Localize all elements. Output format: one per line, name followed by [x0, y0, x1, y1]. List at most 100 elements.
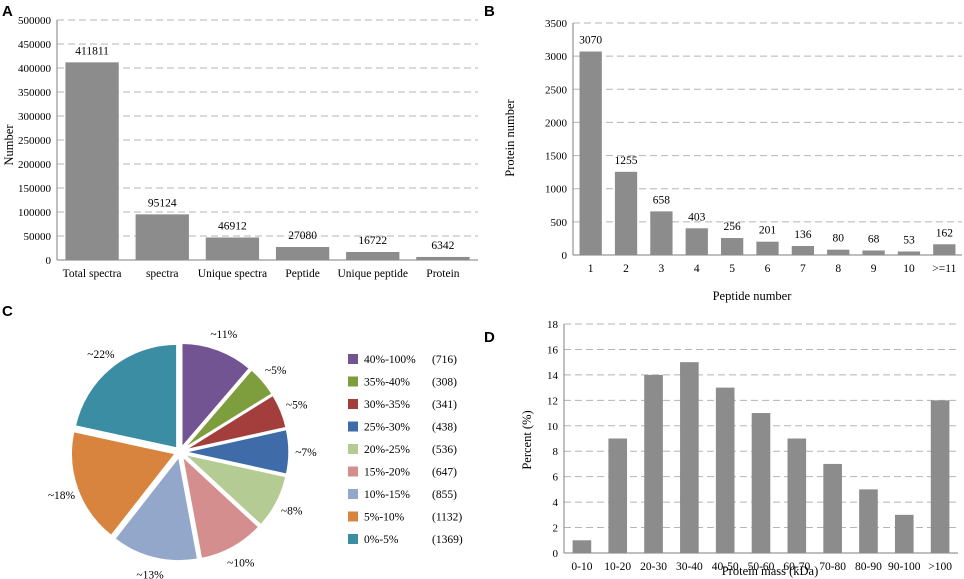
- legend-count: (438): [432, 422, 457, 434]
- panel-label-a: A: [2, 3, 13, 20]
- y-tick-label-d: 6: [553, 472, 559, 484]
- plot-area-a: 0 50000 100000 150000 200000 250000 300000 3500…: [18, 15, 478, 280]
- y-axis-title-d: Percent (%): [520, 410, 534, 469]
- x-tick-label-d: 0-10: [571, 561, 592, 573]
- bar-b-9: [862, 250, 885, 255]
- y-tick-label-d: 4: [553, 497, 559, 509]
- legend-count: (647): [432, 467, 457, 479]
- y-tick-label-a: 450000: [18, 39, 52, 51]
- data-label-a: 46912: [218, 220, 247, 232]
- x-tick-label-d: 40-50: [712, 561, 739, 573]
- data-label-b: 403: [688, 211, 706, 223]
- bar-b-1: [579, 51, 602, 256]
- data-label-b: 136: [794, 229, 812, 241]
- legend-swatch: [348, 444, 358, 454]
- x-axis-title-b: Peptide number: [713, 289, 793, 303]
- y-tick-label-b: 1500: [545, 151, 568, 163]
- x-tick-label-d: 20-30: [640, 561, 667, 573]
- x-tick-label-b: 9: [871, 263, 877, 275]
- x-tick-label-d: 50-60: [748, 561, 775, 573]
- x-tick-label-d: 60-70: [783, 561, 810, 573]
- x-tick-label-d: 70-80: [819, 561, 846, 573]
- pie-slice-7: [113, 455, 199, 562]
- legend-c: 40%-100% (716) 35%-40% (308) 30%-35% (341) 25%…: [348, 354, 463, 546]
- legend-label: 20%-25%: [364, 444, 410, 456]
- data-label-b: 658: [653, 194, 671, 206]
- pie-area-c: ~11% ~5% ~5% ~7% ~8% ~10% ~13% ~18% ~22%: [48, 329, 317, 579]
- y-tick-label-d: 10: [547, 421, 559, 433]
- y-axis-title-b: Protein number: [503, 98, 517, 176]
- chart-c: C ~11% ~5% ~5% ~7% ~8% ~10% ~13% ~18% ~22% 40%-1…: [2, 303, 463, 579]
- plot-area-d: 0 2 4 6 8 10 12 14 16 18 0-10 10-20 20-30 30-40 40-50 5…: [547, 319, 958, 573]
- x-tick-label-b: 6: [765, 263, 771, 275]
- bar-d-5: [715, 387, 735, 553]
- data-label-b: 201: [759, 225, 777, 237]
- legend-count: (1132): [432, 512, 462, 524]
- bar-d-11: [930, 400, 950, 553]
- legend-count: (855): [432, 489, 457, 501]
- bar-d-8: [823, 463, 842, 553]
- bar-a-4: [275, 247, 330, 260]
- pie-slice-6: [181, 454, 260, 560]
- bar-d-3: [644, 374, 663, 553]
- y-tick-label-b: 2500: [545, 84, 568, 96]
- chart-d: D Percent (%) Protein mass (kDa) 0 2 4 6 8 10…: [484, 319, 958, 578]
- bar-b-8: [827, 249, 850, 255]
- pie-pct-label: ~5%: [265, 365, 287, 377]
- x-tick-label-d: 80-90: [855, 561, 882, 573]
- pie-slice-2: [183, 368, 274, 450]
- data-label-a: 6342: [431, 240, 454, 252]
- bar-d-7: [787, 438, 807, 553]
- y-tick-label-a: 250000: [18, 135, 52, 147]
- pie-slice-9: [74, 343, 178, 450]
- legend-label: 25%-30%: [364, 422, 410, 434]
- y-tick-label-a: 400000: [18, 63, 52, 75]
- panel-label-d: D: [484, 329, 495, 346]
- legend-swatch: [348, 354, 358, 364]
- data-label-b: 162: [936, 227, 954, 239]
- plot-area-b: 0 500 1000 1500 2000 2500 3000 3500 1 3070 2 1255 3 6…: [545, 18, 962, 275]
- x-tick-label-b: 2: [623, 263, 629, 275]
- bar-b-3: [650, 211, 673, 255]
- bar-d-1: [572, 540, 592, 553]
- x-tick-label-d: 30-40: [676, 561, 703, 573]
- panel-label-c: C: [2, 303, 13, 320]
- y-tick-label-b: 500: [551, 217, 568, 229]
- y-axis-title-a: Number: [2, 124, 16, 166]
- pie-pct-label: ~10%: [227, 557, 255, 569]
- x-tick-label-d: 10-20: [604, 561, 631, 573]
- y-tick-label-b: 3500: [545, 18, 568, 30]
- y-tick-label-d: 0: [553, 548, 559, 560]
- x-tick-label-a: spectra: [146, 268, 179, 280]
- x-tick-label-b: 8: [835, 263, 841, 275]
- bar-a-5: [346, 251, 400, 260]
- pie-pct-label: ~5%: [286, 399, 308, 411]
- data-label-b: 53: [903, 234, 915, 246]
- pie-slice-8: [70, 430, 177, 537]
- y-tick-label-d: 18: [547, 319, 559, 331]
- legend-swatch: [348, 376, 358, 387]
- bar-b-2: [614, 171, 638, 255]
- bar-b-6: [756, 241, 779, 255]
- x-tick-label-d: 90-100: [888, 561, 921, 573]
- data-label-b: 80: [832, 233, 844, 245]
- legend-swatch: [348, 511, 358, 522]
- x-tick-label-a: Peptide: [285, 268, 320, 280]
- bar-a-3: [205, 237, 260, 260]
- pie-slice-4: [184, 428, 290, 476]
- legend-swatch: [348, 534, 358, 544]
- data-label-b: 68: [868, 233, 880, 245]
- bar-d-2: [608, 438, 628, 553]
- data-label-a: 27080: [288, 230, 317, 242]
- pie-pct-label: ~18%: [48, 490, 76, 502]
- data-label-b: 256: [724, 221, 742, 233]
- x-tick-label-a: Protein: [426, 268, 459, 280]
- x-tick-label-b: 7: [800, 263, 806, 275]
- bar-d-6: [751, 413, 771, 553]
- legend-label: 5%-10%: [364, 512, 405, 524]
- y-tick-label-d: 8: [553, 446, 559, 458]
- y-tick-label-b: 2000: [545, 117, 568, 129]
- bar-d-4: [680, 362, 699, 553]
- bar-b-7: [791, 245, 815, 255]
- y-tick-label-b: 1000: [545, 184, 568, 196]
